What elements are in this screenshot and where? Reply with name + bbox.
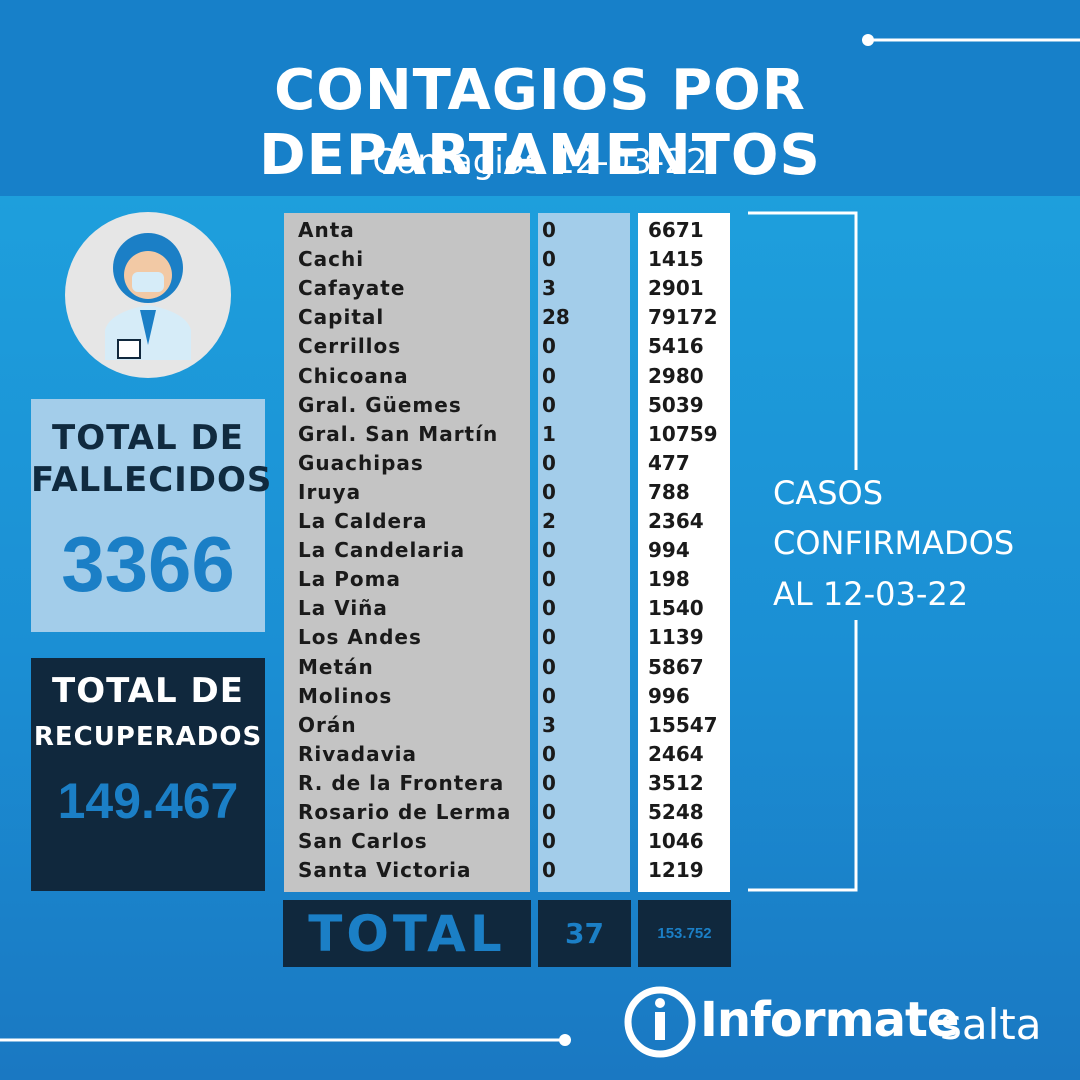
new-cases: 0: [542, 741, 556, 766]
confirmed-cases: 1046: [648, 829, 704, 854]
recovered-label: RECUPERADOS: [33, 722, 263, 752]
confirmed-column: [638, 213, 730, 892]
confirmed-cases: 1219: [648, 858, 704, 883]
logo-brand: Informate: [700, 992, 959, 1048]
confirmed-cases: 5867: [648, 654, 704, 679]
department-name: Molinos: [298, 683, 393, 708]
total-confirmed: 153.752: [638, 900, 731, 967]
cases-label: AL 12-03-22: [773, 575, 969, 613]
new-cases: 28: [542, 305, 570, 330]
deaths-label: FALLECIDOS: [31, 460, 273, 500]
confirmed-cases: 1415: [648, 247, 704, 272]
new-cases: 0: [542, 247, 556, 272]
new-cases: 0: [542, 450, 556, 475]
department-name: San Carlos: [298, 829, 428, 854]
new-cases: 3: [542, 276, 556, 301]
confirmed-cases: 1139: [648, 625, 704, 650]
new-cases: 3: [542, 712, 556, 737]
department-name: Gral. Güemes: [298, 392, 462, 417]
confirmed-cases: 3512: [648, 770, 704, 795]
confirmed-cases: 5416: [648, 334, 704, 359]
confirmed-cases: 2980: [648, 363, 704, 388]
cases-label: CASOS: [773, 474, 884, 512]
new-cases: 0: [542, 479, 556, 504]
confirmed-cases: 5039: [648, 392, 704, 417]
recovered-label: TOTAL DE: [52, 671, 244, 711]
department-name: Cerrillos: [298, 334, 402, 359]
confirmed-cases: 6671: [648, 218, 704, 242]
department-name: La Viña: [298, 596, 388, 621]
department-name: Cachi: [298, 247, 365, 272]
new-cases: 0: [542, 858, 556, 883]
confirmed-cases: 10759: [648, 421, 718, 446]
department-name: Cafayate: [298, 276, 406, 301]
department-name: Santa Victoria: [298, 858, 472, 883]
confirmed-cases: 2901: [648, 276, 704, 301]
recovered-box: TOTAL DE RECUPERADOS 149.467: [31, 658, 265, 891]
name-column: [284, 213, 530, 892]
confirmed-cases: 477: [648, 450, 690, 475]
deaths-value: 3366: [61, 520, 235, 608]
logo-region: salta: [940, 1000, 1042, 1049]
department-name: Rosario de Lerma: [298, 800, 512, 824]
new-cases: 0: [542, 567, 556, 592]
department-name: Los Andes: [298, 625, 422, 650]
confirmed-cases: 996: [648, 683, 690, 708]
new-cases: 1: [542, 421, 556, 446]
deaths-label: TOTAL DE: [52, 418, 244, 458]
confirmed-cases: 2464: [648, 741, 704, 766]
department-name: La Poma: [298, 567, 401, 592]
new-cases: 0: [542, 218, 556, 242]
new-cases: 0: [542, 654, 556, 679]
confirmed-cases: 788: [648, 479, 690, 504]
department-name: Iruya: [298, 479, 362, 504]
department-name: Guachipas: [298, 450, 424, 475]
new-cases: 0: [542, 625, 556, 650]
department-name: Chicoana: [298, 363, 409, 388]
total-label: TOTAL: [283, 900, 531, 967]
department-name: Anta: [298, 218, 355, 242]
new-column: [538, 213, 630, 892]
total-new: 37: [538, 900, 631, 967]
department-name: R. de la Frontera: [298, 770, 505, 795]
title: CONTAGIOS POR DEPARTAMENTOS: [259, 58, 821, 188]
new-cases: 0: [542, 683, 556, 708]
new-cases: 0: [542, 392, 556, 417]
new-cases: 0: [542, 770, 556, 795]
department-name: La Caldera: [298, 509, 428, 533]
confirmed-cases: 5248: [648, 800, 704, 824]
confirmed-cases: 15547: [648, 712, 718, 737]
department-name: Orán: [298, 712, 357, 737]
department-name: Rivadavia: [298, 741, 417, 766]
confirmed-cases: 1540: [648, 596, 704, 621]
new-cases: 0: [542, 829, 556, 854]
new-cases: 0: [542, 363, 556, 388]
new-cases: 0: [542, 596, 556, 621]
confirmed-cases: 994: [648, 538, 690, 563]
department-name: La Candelaria: [298, 538, 466, 563]
cases-label: CONFIRMADOS: [773, 524, 1015, 562]
new-cases: 0: [542, 538, 556, 563]
confirmed-cases: 2364: [648, 509, 704, 533]
department-name: Metán: [298, 654, 374, 679]
department-name: Capital: [298, 305, 385, 330]
new-cases: 0: [542, 800, 556, 824]
confirmed-cases: 79172: [648, 305, 718, 330]
new-cases: 0: [542, 334, 556, 359]
confirmed-cases: 198: [648, 567, 690, 592]
header-band: [0, 0, 1080, 196]
recovered-value: 149.467: [57, 773, 239, 829]
department-name: Gral. San Martín: [298, 421, 499, 446]
subtitle: Contagios 12-03-22: [372, 142, 708, 182]
deaths-box: TOTAL DE FALLECIDOS 3366: [31, 399, 273, 632]
new-cases: 2: [542, 509, 556, 533]
